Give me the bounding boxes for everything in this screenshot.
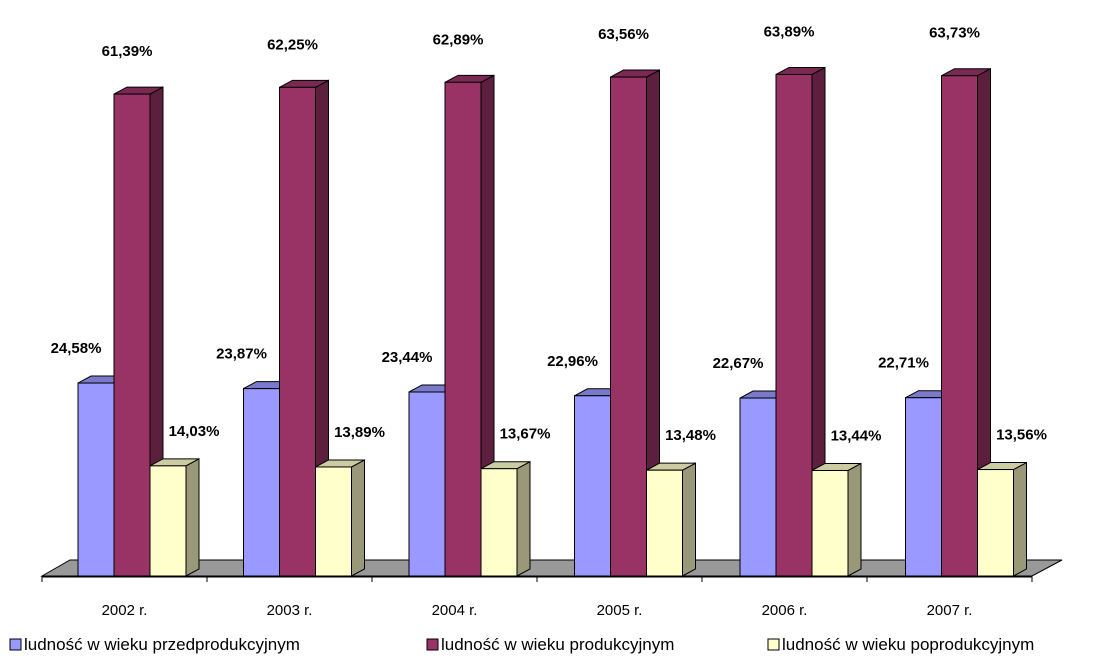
legend-swatch: [426, 638, 439, 651]
bar-front: [905, 397, 942, 577]
bar-front: [739, 397, 777, 577]
bar: [610, 69, 660, 577]
data-label: 63,89%: [764, 23, 815, 40]
bar-side: [185, 458, 200, 577]
bar-side: [516, 460, 531, 577]
legend-label: ludność w wieku przedprodukcyjnym: [24, 635, 300, 654]
data-label: 63,56%: [598, 26, 649, 43]
bar-side: [847, 462, 862, 577]
legend-item: ludność w wieku poprodukcyjnym: [767, 635, 1034, 654]
x-tick-label: 2002 r.: [102, 602, 148, 619]
data-label: 22,71%: [878, 355, 929, 372]
data-label: 62,25%: [267, 36, 318, 53]
bar: [279, 79, 329, 577]
legend-swatch: [767, 638, 780, 651]
data-label: 13,48%: [665, 427, 716, 444]
data-label: 13,67%: [500, 426, 551, 443]
x-tick-label: 2004 r.: [432, 602, 478, 619]
bar-front: [610, 76, 647, 577]
bar-side: [682, 462, 696, 577]
bar-front: [775, 73, 813, 577]
bar-front: [279, 86, 316, 577]
legend-item: ludność w wieku produkcyjnym: [426, 635, 674, 654]
data-label: 14,03%: [169, 423, 220, 440]
legend-label: ludność w wieku produkcyjnym: [441, 635, 674, 654]
data-label: 13,44%: [831, 427, 882, 444]
bar: [811, 462, 862, 577]
legend-label: ludność w wieku poprodukcyjnym: [782, 635, 1034, 654]
bar-front: [941, 75, 978, 577]
bar-front: [646, 469, 683, 577]
x-tick-label: 2005 r.: [597, 602, 643, 619]
data-label: 13,89%: [334, 424, 385, 441]
data-label: 62,89%: [433, 31, 484, 48]
bar-front: [480, 468, 518, 577]
bar-front: [149, 465, 187, 577]
data-label: 22,96%: [547, 353, 598, 370]
legend-swatch: [9, 638, 22, 651]
x-tick-label: 2006 r.: [762, 602, 808, 619]
bar-side: [351, 459, 365, 577]
bar: [113, 86, 164, 577]
x-tick-label: 2003 r.: [267, 602, 313, 619]
bar: [646, 462, 696, 577]
bar: [315, 459, 365, 577]
bar: [149, 458, 200, 577]
bar-side: [1013, 461, 1027, 577]
bar-front: [243, 388, 280, 577]
x-tick-label: 2007 r.: [927, 602, 973, 619]
bar-front: [77, 382, 115, 577]
bar-front: [315, 466, 352, 577]
data-label: 24,58%: [51, 340, 102, 357]
data-label: 23,44%: [382, 349, 433, 366]
data-label: 61,39%: [102, 43, 153, 60]
bar: [480, 460, 531, 577]
data-label: 13,56%: [996, 427, 1047, 444]
bar-front: [811, 469, 849, 577]
bar-front: [977, 469, 1014, 577]
bar-front: [574, 395, 611, 577]
bar: [977, 461, 1027, 577]
bar: [444, 74, 495, 577]
data-label: 63,73%: [929, 25, 980, 42]
bar-front: [444, 81, 482, 577]
bar-front: [408, 391, 446, 577]
legend-item: ludność w wieku przedprodukcyjnym: [9, 635, 300, 654]
bar-front: [113, 93, 151, 577]
bar: [775, 66, 826, 577]
data-label: 23,87%: [216, 346, 267, 363]
data-label: 22,67%: [713, 355, 764, 372]
